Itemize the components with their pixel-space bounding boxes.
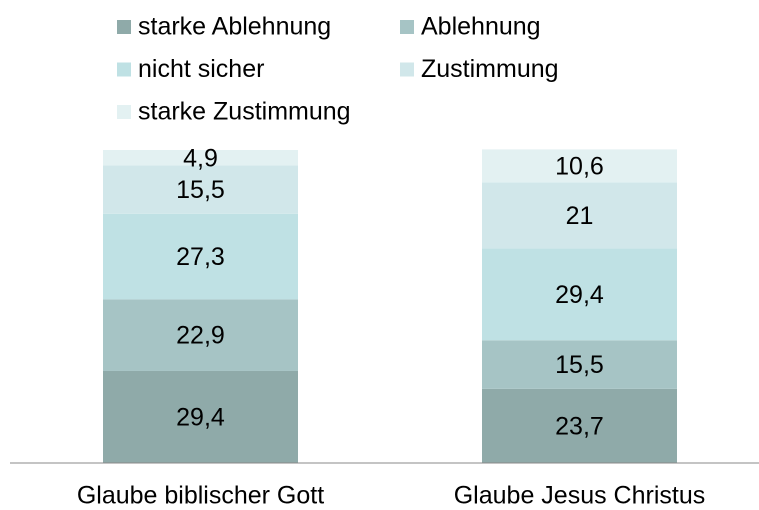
bar-segment xyxy=(103,165,298,214)
data-label: 4,9 xyxy=(183,144,218,172)
data-label: 15,5 xyxy=(555,351,604,379)
data-label: 15,5 xyxy=(176,176,225,204)
legend-label: starke Ablehnung xyxy=(138,13,331,41)
bar-segment xyxy=(482,340,677,389)
data-label: 27,3 xyxy=(176,243,225,271)
data-label: 23,7 xyxy=(555,413,604,441)
x-tick-label: Glaube Jesus Christus xyxy=(454,482,706,510)
bar-segment xyxy=(482,248,677,341)
bar-segment xyxy=(103,150,298,166)
bar-segment xyxy=(482,182,677,249)
legend-label: nicht sicher xyxy=(138,55,264,83)
data-label: 10,6 xyxy=(555,153,604,181)
bar-segment xyxy=(103,213,298,300)
bar-segment xyxy=(482,149,677,183)
data-label: 21 xyxy=(566,202,594,230)
data-label: 29,4 xyxy=(555,281,604,309)
legend-label: Zustimmung xyxy=(421,55,559,83)
legend-swatch xyxy=(117,62,131,77)
legend-swatch xyxy=(400,20,414,34)
legend-swatch xyxy=(117,105,131,119)
legend-swatch xyxy=(400,62,414,77)
data-label: 22,9 xyxy=(176,322,225,350)
bar-segment xyxy=(482,388,677,463)
legend-swatch xyxy=(117,20,131,34)
data-label: 29,4 xyxy=(176,404,225,432)
legend-label: starke Zustimmung xyxy=(138,98,351,126)
bar-segment xyxy=(103,370,298,463)
legend-label: Ablehnung xyxy=(421,13,541,41)
bar-segment xyxy=(103,299,298,371)
x-tick-label: Glaube biblischer Gott xyxy=(77,482,324,510)
